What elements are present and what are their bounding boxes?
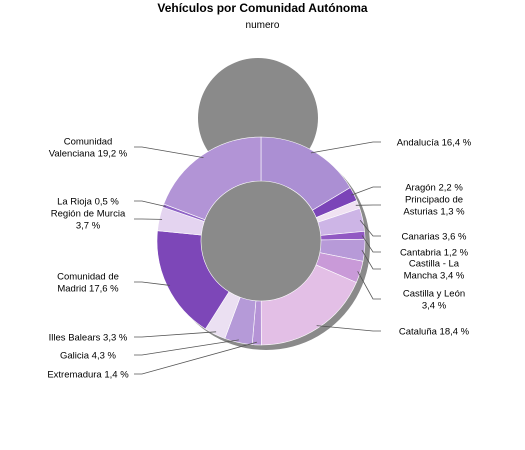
chart-subtitle: numero [245, 20, 280, 31]
leader-line-9 [134, 341, 257, 375]
slice-label-1: Andalucía 16,4 % [397, 138, 472, 149]
leader-line-4 [359, 220, 381, 237]
pie-slice-15 [163, 136, 262, 221]
leader-line-8 [316, 325, 381, 332]
slice-label-11: Illes Balears 3,3 % [49, 333, 128, 344]
leader-line-6 [361, 249, 381, 270]
leader-line-15 [134, 146, 204, 159]
slice-label-2: Aragón 2,2 % [405, 183, 463, 194]
leader-line-2 [351, 186, 381, 196]
slice-label-14: La Rioja 0,5 % [57, 197, 119, 208]
slice-label-6: Castilla - La Mancha 3,4 % [404, 259, 465, 282]
leader-line-14 [134, 200, 166, 207]
slice-label-5: Cantabria 1,2 % [400, 248, 469, 259]
slice-label-7: Castilla y León 3,4 % [403, 289, 465, 312]
slice-label-3: Principado de Asturias 1,3 % [403, 195, 465, 218]
slice-label-12: Comunidad de Madrid 17,6 % [57, 272, 119, 295]
slice-label-10: Galicia 4,3 % [60, 351, 117, 362]
slice-label-15: Comunidad Valenciana 19,2 % [49, 137, 128, 160]
leader-line-5 [361, 235, 381, 253]
slice-label-8: Cataluña 18,4 % [399, 327, 470, 338]
slice-label-9: Extremadura 1,4 % [47, 370, 129, 381]
slice-label-4: Canarias 3,6 % [402, 232, 468, 243]
leader-line-1 [310, 141, 381, 154]
leader-line-11 [134, 331, 217, 338]
leader-line-7 [357, 271, 381, 300]
leader-line-10 [134, 339, 239, 356]
leader-line-12 [134, 281, 171, 286]
chart-title: Vehículos por Comunidad Autónoma [157, 1, 368, 15]
slice-label-13: Región de Murcia 3,7 % [51, 209, 126, 232]
